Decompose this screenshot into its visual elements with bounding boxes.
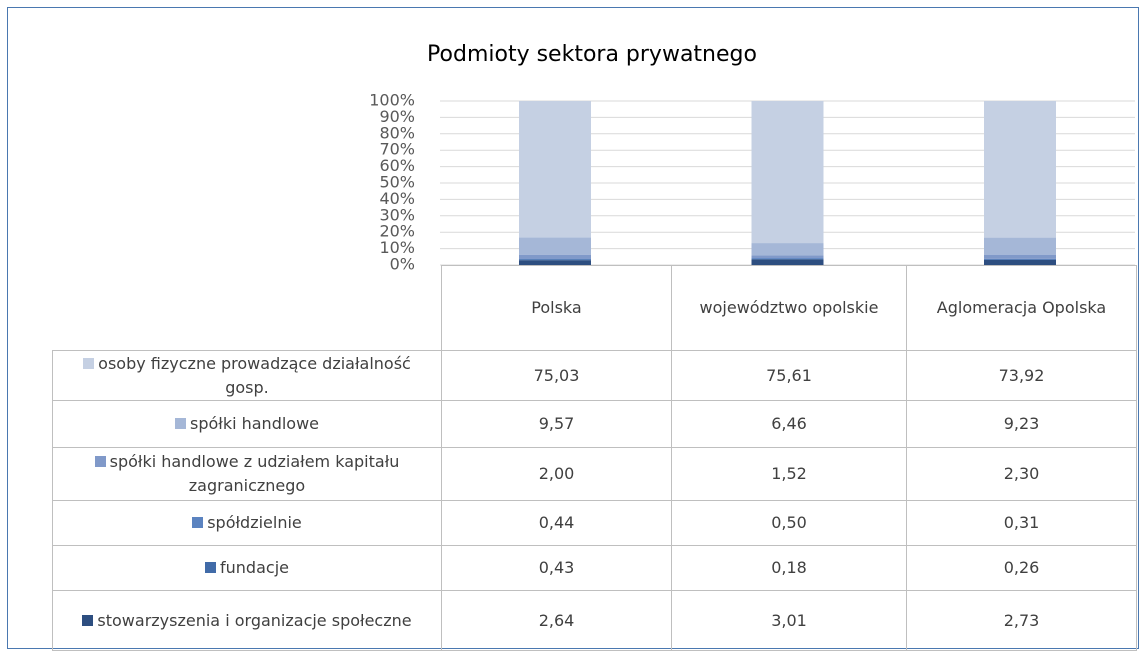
value-label: 0,26 [906, 545, 1137, 591]
legend-swatch [82, 614, 94, 626]
value-label: 9,57 [441, 400, 672, 448]
bar-segment [984, 237, 1056, 255]
legend-cell: spółki handlowe z udziałem kapitału zagr… [52, 447, 442, 501]
legend-cell: stowarzyszenia i organizacje społeczne [52, 590, 442, 651]
bar-segment [519, 101, 591, 238]
data-row: spółki handlowe z udziałem kapitału zagr… [52, 447, 1137, 501]
y-tick-label: 40% [379, 189, 415, 208]
data-table: Polska województwo opolskie Aglomeracja Op… [52, 265, 1137, 651]
bar-segment [751, 243, 824, 256]
bar-segment [751, 258, 824, 260]
value-label: 73,92 [906, 350, 1137, 401]
data-row: fundacje 0,43 0,18 0,26 [52, 545, 1137, 591]
legend-cell: fundacje [52, 545, 442, 591]
bar-segment [519, 258, 591, 260]
bar-segment [984, 259, 1056, 265]
category-label: Polska [441, 265, 672, 351]
bar-segment [519, 237, 591, 255]
legend-swatch [192, 517, 204, 528]
value-label: 0,31 [906, 500, 1137, 546]
y-tick-label: 80% [379, 123, 415, 142]
header-row: Polska województwo opolskie Aglomeracja Op… [52, 265, 1137, 351]
legend-cell: osoby fizyczne prowadzące działalność go… [52, 350, 442, 401]
value-label: 2,00 [441, 447, 672, 501]
y-tick-label: 70% [379, 140, 415, 159]
value-label: 0,44 [441, 500, 672, 546]
bar-segment [751, 255, 824, 259]
legend-label: spółki handlowe [189, 414, 320, 433]
chart-title: Podmioty sektora prywatnego [427, 42, 757, 67]
y-tick-label: 20% [379, 222, 415, 241]
data-row: stowarzyszenia i organizacje społeczne 2,… [52, 590, 1137, 651]
bar-segment [984, 254, 1056, 259]
value-label: 0,50 [671, 500, 907, 546]
value-label: 75,61 [671, 350, 907, 401]
y-tick-label: 60% [379, 156, 415, 175]
category-label: Aglomeracja Opolska [906, 265, 1137, 351]
bar-segment [751, 101, 824, 244]
bar-segment [519, 259, 591, 261]
y-tick-label: 50% [379, 173, 415, 192]
data-row: spółdzielnie 0,44 0,50 0,31 [52, 500, 1137, 546]
value-label: 3,01 [671, 590, 907, 651]
legend-cell: spółki handlowe [52, 400, 442, 448]
legend-label: fundacje [220, 558, 289, 577]
legend-swatch [174, 418, 186, 429]
legend-label: spółdzielnie [207, 513, 302, 532]
legend-label: osoby fizyczne prowadzące działalność go… [98, 353, 411, 397]
value-label: 0,18 [671, 545, 907, 591]
legend-swatch [83, 357, 95, 369]
bar-segment [984, 258, 1056, 260]
value-label: 1,52 [671, 447, 907, 501]
category-label: województwo opolskie [671, 265, 907, 351]
value-label: 2,73 [906, 590, 1137, 651]
value-label: 75,03 [441, 350, 672, 401]
bar-segment [751, 259, 824, 265]
y-tick-label: 10% [379, 238, 415, 257]
bar-segment [519, 254, 591, 259]
value-label: 2,64 [441, 590, 672, 651]
value-label: 6,46 [671, 400, 907, 448]
value-label: 2,30 [906, 447, 1137, 501]
legend-swatch [205, 562, 217, 573]
bar-segment [984, 101, 1056, 238]
value-label: 0,43 [441, 545, 672, 591]
y-tick-label: 90% [379, 107, 415, 126]
y-tick-label: 100% [369, 91, 415, 110]
bar-segment [519, 260, 591, 265]
legend-label: stowarzyszenia i organizacje społeczne [97, 610, 412, 630]
y-tick-label: 30% [379, 205, 415, 224]
legend-cell: spółdzielnie [52, 500, 442, 546]
legend-label: spółki handlowe z udziałem kapitału zagr… [109, 452, 400, 495]
value-label: 9,23 [906, 400, 1137, 448]
empty-cell [52, 265, 442, 351]
legend-swatch [94, 456, 106, 467]
data-row: spółki handlowe 9,57 6,46 9,23 [52, 400, 1137, 448]
data-row: osoby fizyczne prowadzące działalność go… [52, 350, 1137, 401]
